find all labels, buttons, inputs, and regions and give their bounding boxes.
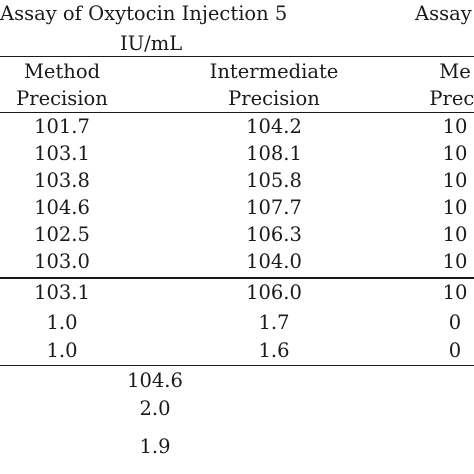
cell-intermediate: 1.7 (258, 311, 290, 334)
cell-method: 102.5 (34, 223, 90, 246)
col-intermediate-header-line1: Intermediate (209, 60, 339, 83)
cell-intermediate: 106.3 (246, 223, 302, 246)
cell-col3: 10 (442, 115, 468, 138)
cell-method: 104.6 (34, 196, 90, 219)
cell-col3: 10 (442, 250, 468, 273)
cell-intermediate: 108.1 (246, 142, 302, 165)
cell-intermediate: 106.0 (246, 281, 302, 304)
cell-method: 103.0 (34, 250, 90, 273)
cell-col3: 10 (442, 281, 468, 304)
group2-title: Assay (415, 2, 472, 25)
cell-intermediate: 104.2 (246, 115, 302, 138)
header-rule (0, 56, 474, 58)
cell-col3: 0 (448, 311, 462, 334)
column-header-rule (0, 112, 474, 114)
group1-title-line2: IU/mL (120, 32, 183, 55)
overall-value: 2.0 (139, 397, 171, 420)
cell-method: 103.8 (34, 169, 90, 192)
group1-title-line1: Assay of Oxytocin Injection 5 (0, 2, 288, 25)
col-3-header-line1: Me (439, 60, 471, 83)
col-method-header-line1: Method (23, 60, 101, 83)
cell-col3: 10 (442, 169, 468, 192)
overall-value: 104.6 (127, 369, 183, 392)
summary-rule (0, 277, 474, 279)
cell-intermediate: 107.7 (246, 196, 302, 219)
cell-col3: 0 (448, 339, 462, 362)
cell-method: 1.0 (46, 339, 78, 362)
cell-col3: 10 (442, 196, 468, 219)
cell-method: 1.0 (46, 311, 78, 334)
cell-method: 101.7 (34, 115, 90, 138)
overall-value: 1.9 (139, 435, 171, 458)
cell-intermediate: 105.8 (246, 169, 302, 192)
cell-col3: 10 (442, 223, 468, 246)
cell-intermediate: 1.6 (258, 339, 290, 362)
cell-method: 103.1 (34, 142, 90, 165)
col-method-header-line2: Precision (16, 87, 108, 110)
overall-rule (0, 365, 474, 367)
cell-method: 103.1 (34, 281, 90, 304)
col-3-header-line2: Preci (429, 87, 474, 110)
cell-intermediate: 104.0 (246, 250, 302, 273)
col-intermediate-header-line2: Precision (228, 87, 320, 110)
cell-col3: 10 (442, 142, 468, 165)
